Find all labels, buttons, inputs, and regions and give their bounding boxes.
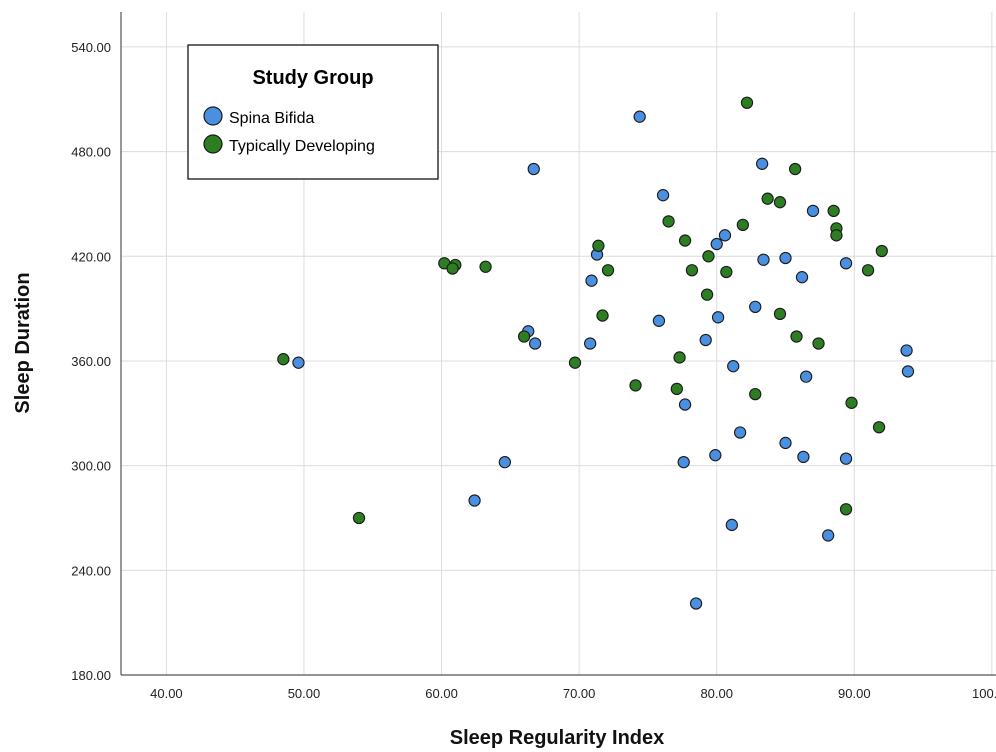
- x-tick-label: 100.00: [972, 686, 996, 701]
- y-tick-label: 300.00: [71, 459, 111, 474]
- legend: Study Group Spina Bifida Typically Devel…: [187, 44, 439, 180]
- data-point: [710, 237, 723, 251]
- data-point: [699, 333, 712, 347]
- data-point: [662, 215, 675, 228]
- data-point: [711, 311, 725, 324]
- data-point: [900, 344, 913, 357]
- data-point: [901, 365, 915, 378]
- y-tick-label: 240.00: [71, 563, 111, 578]
- data-point: [773, 307, 787, 320]
- data-point: [773, 196, 787, 209]
- data-point: [702, 250, 715, 263]
- data-point: [725, 518, 738, 532]
- axes: [120, 12, 996, 676]
- data-point: [527, 162, 540, 176]
- data-point: [446, 262, 459, 275]
- data-point: [749, 300, 762, 314]
- x-tick-label: 90.00: [838, 686, 871, 701]
- y-axis-title: Sleep Duration: [12, 272, 34, 413]
- data-point: [799, 370, 813, 383]
- data-point: [761, 192, 774, 205]
- data-point: [779, 436, 792, 450]
- legend-box: [187, 44, 439, 180]
- data-point: [872, 421, 886, 434]
- data-point: [727, 360, 740, 373]
- data-point: [733, 426, 747, 439]
- data-point: [740, 96, 754, 109]
- data-point: [736, 218, 750, 232]
- data-point: [709, 449, 722, 462]
- y-tick-label: 180.00: [71, 668, 111, 683]
- data-point: [277, 353, 290, 366]
- data-point: [656, 189, 670, 202]
- legend-marker-typically-developing: [203, 134, 223, 154]
- data-point: [479, 260, 492, 273]
- x-axis-title: Sleep Regularity Index: [450, 727, 665, 749]
- data-point: [568, 356, 582, 369]
- y-tick-label: 360.00: [71, 354, 111, 369]
- data-point: [812, 337, 825, 350]
- data-point: [755, 157, 769, 170]
- data-point: [827, 204, 840, 218]
- y-tick-label: 420.00: [71, 249, 111, 264]
- series-spina-bifida: [292, 110, 915, 610]
- data-point: [517, 330, 531, 343]
- data-point: [788, 162, 802, 176]
- x-tick-labels: 40.00 50.00 60.00 70.00 80.00 90.00 100.00: [150, 686, 996, 701]
- data-point: [596, 309, 609, 322]
- data-point: [583, 337, 597, 350]
- data-point: [839, 452, 853, 465]
- data-point: [528, 337, 542, 350]
- data-point: [689, 597, 703, 610]
- legend-label-spina-bifida: Spina Bifida: [229, 110, 314, 127]
- data-point: [749, 387, 762, 401]
- data-point: [685, 264, 699, 277]
- data-point: [830, 229, 843, 242]
- x-tick-label: 60.00: [425, 686, 458, 701]
- data-point: [822, 529, 835, 542]
- y-tick-labels: 180.00 240.00 300.00 360.00 420.00 480.00 540.…: [71, 40, 111, 683]
- data-point: [292, 356, 305, 369]
- data-point: [757, 253, 770, 266]
- data-point: [718, 229, 732, 242]
- data-point: [790, 330, 803, 343]
- data-point: [585, 274, 598, 287]
- data-points: [277, 96, 915, 610]
- data-point: [806, 204, 820, 218]
- data-point: [875, 244, 888, 258]
- data-point: [797, 450, 810, 464]
- legend-title: Study Group: [252, 67, 373, 89]
- data-point: [839, 503, 853, 516]
- data-point: [839, 257, 853, 270]
- x-tick-label: 70.00: [563, 686, 596, 701]
- data-point: [592, 239, 605, 252]
- data-point: [601, 264, 615, 277]
- data-point: [795, 271, 809, 284]
- data-point: [700, 288, 714, 301]
- data-point: [861, 264, 875, 277]
- x-tick-label: 80.00: [700, 686, 733, 701]
- data-point: [633, 110, 646, 123]
- data-point: [670, 382, 683, 396]
- data-point: [629, 379, 642, 392]
- data-point: [720, 265, 733, 279]
- data-point: [468, 494, 481, 507]
- legend-label-typically-developing: Typically Developing: [229, 138, 375, 155]
- data-point: [678, 398, 692, 411]
- y-tick-label: 540.00: [71, 40, 111, 55]
- legend-marker-spina-bifida: [203, 106, 223, 126]
- series-typically-developing: [277, 96, 888, 525]
- data-point: [652, 314, 666, 327]
- data-point: [845, 396, 858, 409]
- data-point: [352, 511, 366, 525]
- data-point: [678, 234, 692, 247]
- y-tick-label: 480.00: [71, 145, 111, 160]
- data-point: [779, 251, 792, 265]
- data-point: [677, 455, 690, 469]
- x-tick-label: 40.00: [150, 686, 183, 701]
- x-tick-label: 50.00: [288, 686, 321, 701]
- data-point: [673, 351, 686, 364]
- data-point: [498, 455, 511, 469]
